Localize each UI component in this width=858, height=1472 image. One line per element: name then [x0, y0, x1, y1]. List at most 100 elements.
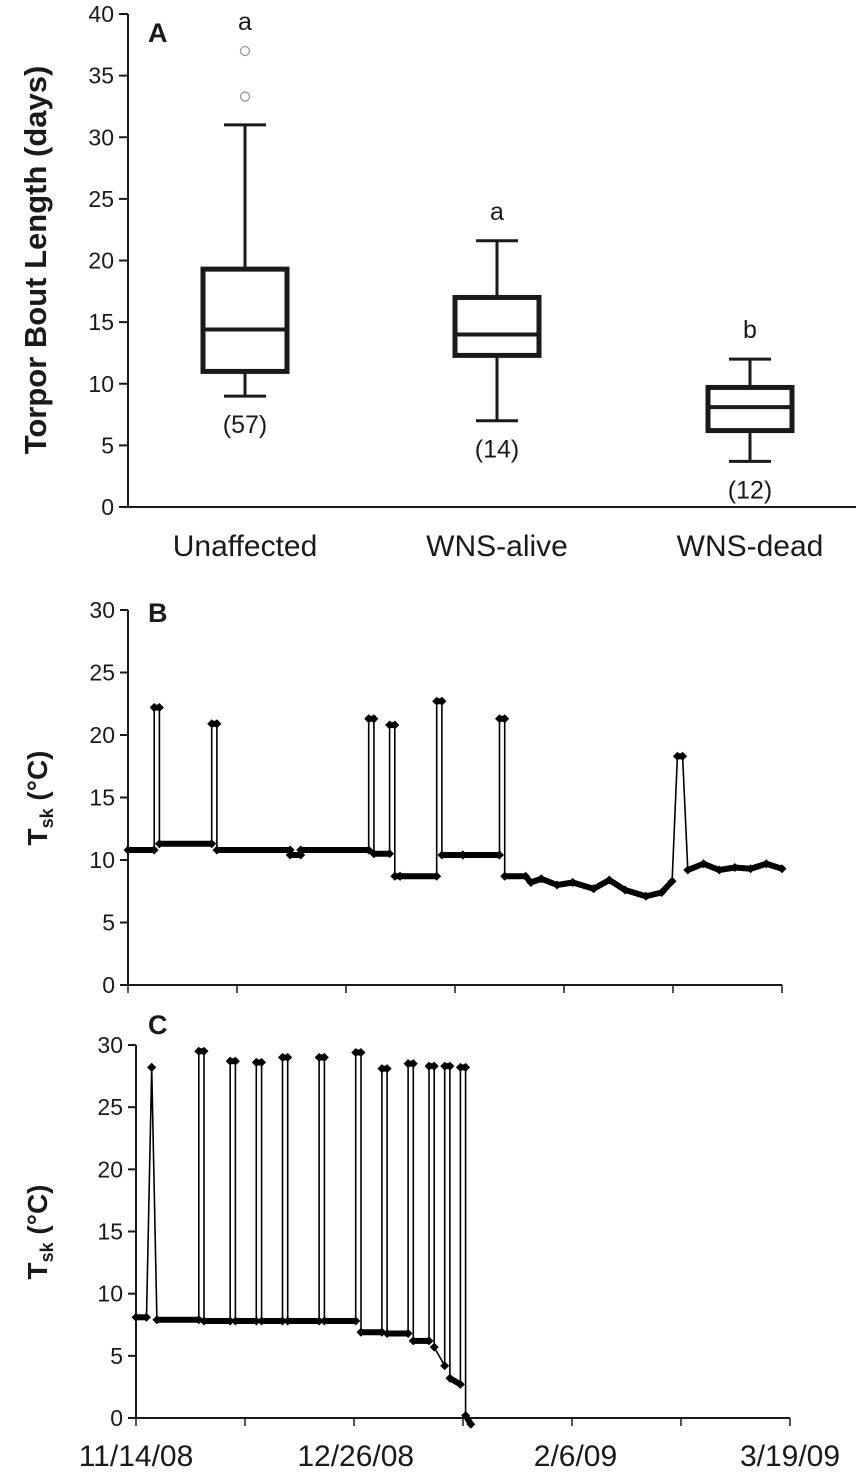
data-point — [403, 1059, 413, 1069]
data-point — [314, 1316, 324, 1326]
panel-b: 0 5 10 15 20 25 30 B Tsk (°C) — [22, 597, 787, 998]
data-point — [277, 1052, 287, 1062]
data-point — [154, 839, 164, 849]
series-run — [571, 879, 595, 892]
data-point — [536, 874, 546, 884]
data-point — [500, 871, 510, 881]
box-iqr — [452, 294, 542, 358]
data-point — [230, 1056, 240, 1066]
data-point — [131, 1312, 141, 1322]
y-tick-label: 20 — [89, 722, 115, 748]
data-point — [141, 1312, 151, 1322]
y-tick-label-a: 15 — [88, 309, 114, 335]
outlier-point — [239, 45, 251, 57]
data-point — [152, 1315, 162, 1325]
data-point — [761, 859, 771, 869]
outlier-point — [239, 91, 251, 102]
data-point — [678, 751, 688, 761]
data-point — [285, 845, 295, 855]
y-axis-title-unit: (°C) — [22, 751, 53, 809]
data-point — [714, 865, 724, 875]
data-point — [199, 1046, 209, 1056]
y-tick-label: 15 — [89, 785, 115, 811]
y-axis-title: Tsk (°C) — [22, 751, 57, 846]
data-point — [319, 1316, 329, 1326]
data-point — [251, 1057, 261, 1067]
data-point — [149, 845, 159, 855]
y-tick-label: 25 — [97, 1094, 123, 1120]
panel-c: 0 5 10 15 20 25 30 11/14/08 12/26/08 2/6/09 3/19/0… — [22, 1010, 840, 1472]
category-label: WNS-alive — [426, 530, 568, 563]
data-point — [356, 1047, 366, 1057]
data-point — [568, 878, 578, 887]
data-point — [526, 878, 536, 887]
data-point — [351, 1047, 361, 1057]
x-tick-label: 11/14/08 — [79, 1440, 194, 1472]
y-tick-label: 15 — [97, 1219, 123, 1245]
data-point — [730, 863, 740, 872]
data-point — [424, 1336, 434, 1346]
y-axis-title-sub: sk — [37, 1241, 57, 1262]
y-axis-title-sub: sk — [37, 807, 57, 828]
data-point — [683, 865, 693, 875]
data-point — [455, 1062, 465, 1072]
data-point — [672, 751, 682, 761]
data-point — [154, 703, 164, 712]
category-label: WNS-dead — [677, 530, 824, 563]
y-tick-label: 10 — [97, 1281, 123, 1307]
data-point — [382, 1328, 392, 1338]
data-point — [445, 1373, 455, 1383]
data-point — [194, 1046, 204, 1056]
data-point — [494, 714, 504, 724]
data-point — [437, 696, 447, 706]
data-point — [296, 850, 306, 860]
data-point — [589, 884, 599, 894]
data-point — [314, 1052, 324, 1062]
data-point — [395, 871, 405, 881]
data-point — [257, 1057, 267, 1067]
significance-letter: b — [743, 316, 757, 344]
data-point — [385, 849, 395, 859]
data-point — [296, 845, 306, 855]
y-tick-label-a: 5 — [101, 432, 114, 458]
y-tick-label-a: 0 — [101, 494, 114, 520]
data-point — [657, 888, 667, 897]
y-tick-label-a: 40 — [88, 1, 114, 27]
data-point — [429, 1061, 439, 1071]
data-point — [207, 839, 217, 849]
data-point — [199, 1316, 209, 1326]
y-tick-label: 10 — [89, 847, 115, 873]
data-point — [147, 1062, 157, 1072]
y-axis-title-unit: (°C) — [22, 1185, 53, 1243]
series-line — [136, 1050, 472, 1425]
data-point — [455, 1379, 465, 1389]
data-point — [225, 1316, 235, 1326]
data-point — [432, 871, 442, 881]
data-point — [500, 714, 510, 724]
data-point — [230, 1316, 240, 1326]
data-point — [746, 864, 756, 874]
data-point — [494, 850, 504, 860]
data-point — [777, 864, 787, 874]
data-point — [149, 703, 159, 712]
y-tick-label: 20 — [97, 1156, 123, 1182]
y-tick-label: 5 — [102, 910, 115, 936]
y-tick-label: 30 — [97, 1032, 123, 1058]
data-point — [408, 1336, 418, 1346]
data-point — [382, 1064, 392, 1074]
data-point — [356, 1327, 366, 1337]
box-iqr — [200, 266, 290, 374]
y-axis-title: Tsk (°C) — [22, 1185, 57, 1280]
data-point — [667, 876, 677, 886]
x-tick-label: 2/6/09 — [534, 1440, 617, 1472]
data-point — [212, 719, 222, 729]
data-point — [285, 850, 295, 860]
data-point — [319, 1052, 329, 1062]
data-point — [552, 880, 562, 890]
data-point — [251, 1316, 261, 1326]
y-axis-title-main: T — [22, 1262, 53, 1279]
panel-letter-a: A — [148, 18, 168, 48]
data-point — [440, 1061, 450, 1071]
data-point — [641, 891, 651, 901]
panel-a: 0 5 10 15 20 25 30 35 40 A Torpor Bout Length (day… — [18, 1, 856, 563]
